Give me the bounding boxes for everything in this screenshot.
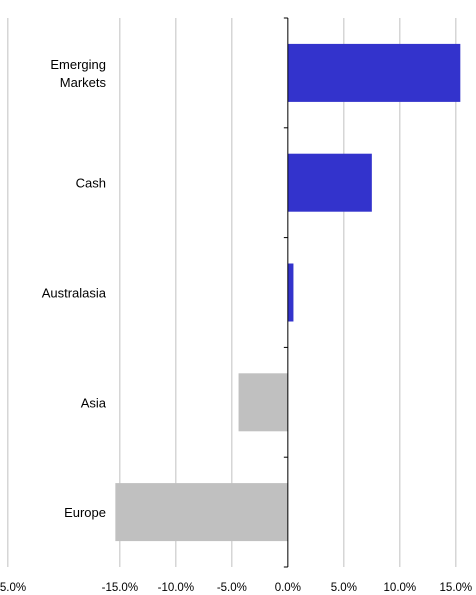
y-tick-label: Asia xyxy=(81,395,107,410)
bar xyxy=(115,483,288,542)
x-tick-label: 10.0% xyxy=(384,582,417,594)
bar xyxy=(287,263,294,322)
y-tick-label: Emerging Markets xyxy=(50,57,106,90)
y-tick-label: Cash xyxy=(76,176,106,191)
x-tick-label: -15.0% xyxy=(102,582,138,594)
x-tick-label: -25.0% xyxy=(0,582,26,594)
x-tick-label: 0.0% xyxy=(275,582,301,594)
y-tick-label: Australasia xyxy=(42,286,107,301)
bar xyxy=(287,153,372,212)
x-tick-label: 15.0% xyxy=(440,582,473,594)
x-tick-label: -10.0% xyxy=(158,582,194,594)
x-tick-label: 5.0% xyxy=(331,582,357,594)
bar xyxy=(238,373,288,432)
x-tick-label: -5.0% xyxy=(217,582,247,594)
y-tick-label: Europe xyxy=(64,505,106,520)
bar xyxy=(287,43,461,102)
